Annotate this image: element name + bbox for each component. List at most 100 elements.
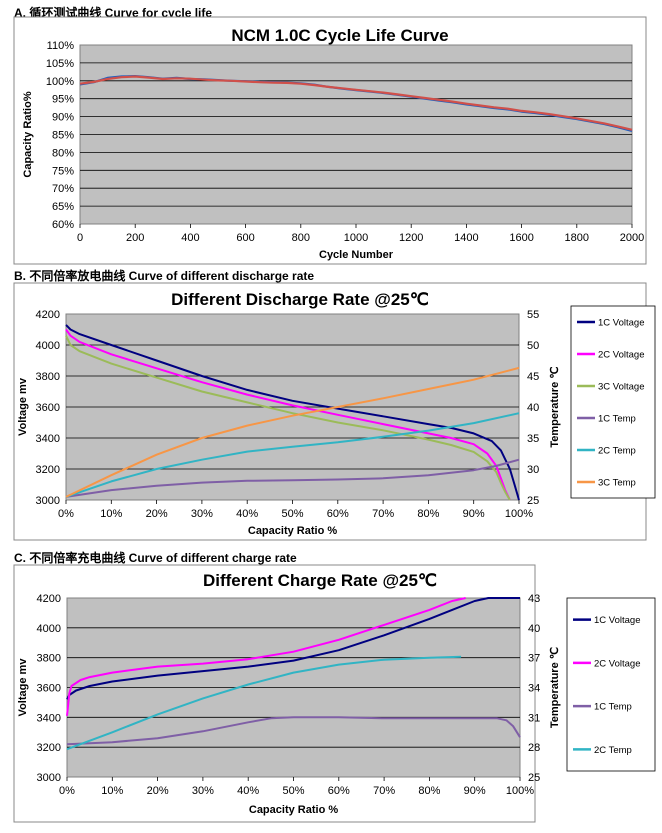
x-tick-label: 400	[181, 232, 199, 244]
y2-tick-label: 34	[528, 683, 540, 695]
legend-box	[566, 597, 656, 772]
y-tick-label: 3800	[37, 653, 61, 665]
x-tick-label: 40%	[236, 508, 258, 520]
series-line-2c-voltage	[65, 328, 511, 501]
y-tick-label: 80%	[52, 147, 74, 159]
y2-tick-label: 50	[527, 340, 539, 352]
x-tick-label: 20%	[147, 785, 169, 797]
chart-title: Different Charge Rate @25℃	[203, 571, 437, 590]
y2-tick-label: 55	[527, 309, 539, 321]
y2-axis-label: Temperature ℃	[549, 647, 561, 728]
y-tick-label: 3800	[36, 371, 60, 383]
y2-tick-label: 25	[528, 772, 540, 784]
x-tick-label: 100%	[505, 508, 533, 520]
x-tick-label: 100%	[506, 785, 534, 797]
y-tick-label: 95%	[52, 94, 74, 106]
series-line-2c-voltage	[66, 597, 466, 716]
x-tick-label: 0%	[59, 785, 75, 797]
y-tick-label: 3200	[37, 742, 61, 754]
y-axis-label: Capacity Ratio%	[22, 91, 34, 177]
y2-axis-label: Temperature ℃	[549, 366, 561, 447]
legend-label: 1C Temp	[594, 702, 632, 713]
legend-label: 3C Voltage	[598, 382, 644, 393]
y2-tick-label: 40	[527, 402, 539, 414]
x-tick-label: 1600	[509, 232, 533, 244]
y-tick-label: 105%	[46, 58, 74, 70]
y-tick-label: 3600	[37, 683, 61, 695]
chart-title: Different Discharge Rate @25℃	[171, 290, 429, 309]
x-tick-label: 1800	[565, 232, 589, 244]
x-axis-label: Capacity Ratio %	[248, 525, 337, 537]
series-line-1c-voltage	[66, 597, 520, 700]
x-tick-label: 2000	[620, 232, 644, 244]
legend-label: 1C Voltage	[598, 318, 644, 329]
y-tick-label: 3200	[36, 464, 60, 476]
y-tick-label: 110%	[47, 40, 75, 52]
x-tick-label: 20%	[146, 508, 168, 520]
x-tick-label: 800	[292, 232, 310, 244]
series-line-2c-temp	[66, 655, 462, 751]
y2-tick-label: 35	[527, 433, 539, 445]
legend-label: 2C Voltage	[598, 350, 644, 361]
y2-tick-label: 43	[528, 593, 540, 605]
legend-label: 3C Temp	[598, 478, 636, 489]
y2-tick-label: 25	[527, 495, 539, 507]
y-tick-label: 60%	[52, 219, 74, 231]
series-line-3c-temp	[65, 366, 520, 498]
x-tick-label: 80%	[418, 785, 440, 797]
x-axis-label: Capacity Ratio %	[249, 804, 338, 816]
x-tick-label: 1400	[454, 232, 478, 244]
legend-label: 2C Voltage	[594, 658, 640, 669]
series-line-3c-voltage	[65, 335, 511, 501]
x-tick-label: 0%	[58, 508, 74, 520]
legend-label: 2C Temp	[598, 446, 636, 457]
x-tick-label: 70%	[372, 508, 394, 520]
legend-box	[570, 305, 656, 499]
x-tick-label: 200	[126, 232, 144, 244]
x-tick-label: 60%	[328, 785, 350, 797]
y-tick-label: 4200	[36, 309, 60, 321]
y-tick-label: 100%	[46, 76, 74, 88]
section-title-discharge-rate: B. 不同倍率放电曲线 Curve of different discharge…	[14, 269, 315, 283]
y-axis-label: Voltage mv	[17, 377, 29, 436]
x-tick-label: 1200	[399, 232, 423, 244]
x-tick-label: 90%	[463, 508, 485, 520]
y-tick-label: 3000	[37, 772, 61, 784]
y2-tick-label: 45	[527, 371, 539, 383]
chart-title: NCM 1.0C Cycle Life Curve	[231, 26, 448, 45]
series-line-cycle-1	[79, 75, 633, 131]
y-tick-label: 3600	[36, 402, 60, 414]
series-line-1c-temp	[65, 458, 520, 498]
y2-tick-label: 28	[528, 742, 540, 754]
x-tick-label: 50%	[281, 508, 303, 520]
series-line-2c-temp	[65, 412, 520, 498]
y-axis-label: Voltage mv	[17, 658, 29, 717]
y-tick-label: 4200	[37, 593, 61, 605]
x-tick-label: 40%	[237, 785, 259, 797]
x-tick-label: 90%	[464, 785, 486, 797]
x-tick-label: 1000	[344, 232, 368, 244]
y-tick-label: 4000	[36, 340, 60, 352]
y-tick-label: 70%	[52, 183, 74, 195]
y-tick-label: 4000	[37, 623, 61, 635]
x-tick-label: 70%	[373, 785, 395, 797]
y-tick-label: 3000	[36, 495, 60, 507]
y2-tick-label: 40	[528, 623, 540, 635]
x-tick-label: 30%	[191, 508, 213, 520]
y-tick-label: 90%	[52, 112, 74, 124]
y-tick-label: 85%	[52, 130, 74, 142]
y2-tick-label: 31	[528, 712, 540, 724]
x-tick-label: 60%	[327, 508, 349, 520]
x-tick-label: 0	[77, 232, 83, 244]
x-axis-label: Cycle Number	[319, 249, 394, 261]
x-tick-label: 10%	[100, 508, 122, 520]
y-tick-label: 3400	[37, 712, 61, 724]
legend-label: 1C Voltage	[594, 615, 640, 626]
section-title-charge-rate: C. 不同倍率充电曲线 Curve of different charge ra…	[14, 551, 297, 565]
x-tick-label: 30%	[192, 785, 214, 797]
y-tick-label: 3400	[36, 433, 60, 445]
x-tick-label: 600	[236, 232, 254, 244]
x-tick-label: 10%	[101, 785, 123, 797]
y2-tick-label: 37	[528, 653, 540, 665]
